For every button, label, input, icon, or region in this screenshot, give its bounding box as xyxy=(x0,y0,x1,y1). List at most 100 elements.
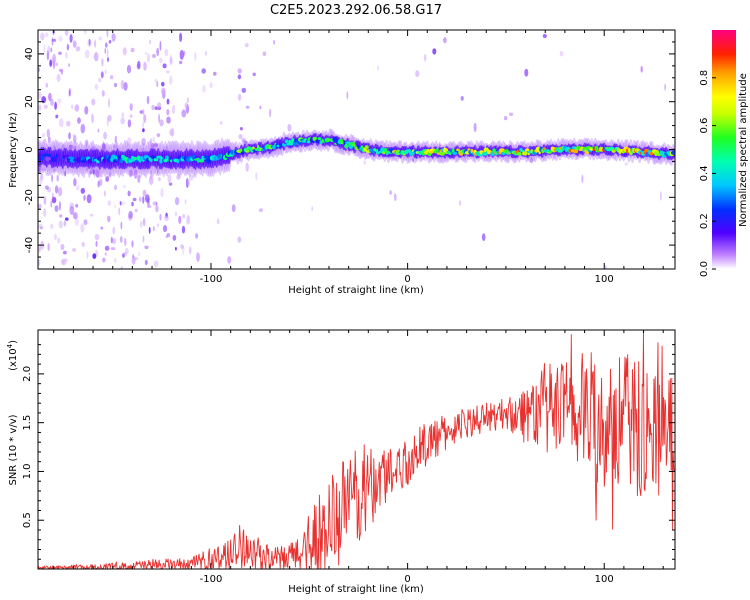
noise-blob xyxy=(87,39,92,48)
noise-blob xyxy=(119,236,123,243)
noise-blob xyxy=(88,38,91,46)
trace-point xyxy=(332,136,339,143)
noise-blob xyxy=(166,98,170,105)
noise-blob xyxy=(227,256,232,264)
trace-point xyxy=(344,143,349,149)
noise-blob xyxy=(157,102,162,109)
noise-blob xyxy=(63,250,67,255)
noise-blob xyxy=(45,185,49,190)
noise-blob xyxy=(165,234,168,239)
noise-blob xyxy=(108,40,112,44)
noise-blob xyxy=(237,236,242,243)
trace-point xyxy=(516,151,522,156)
noise-blob xyxy=(58,220,63,229)
noise-blob xyxy=(55,114,59,119)
noise-blob xyxy=(142,128,145,133)
noise-blob xyxy=(84,49,90,59)
noise-blob xyxy=(118,207,121,216)
noise-blob xyxy=(156,47,160,57)
y-tick-label: 0.5 xyxy=(22,512,33,528)
noise-blob xyxy=(94,83,99,90)
trace-point xyxy=(38,152,42,158)
noise-blob xyxy=(144,245,149,250)
snr-scale-exponent: 4 xyxy=(6,343,14,348)
x-tick-label: 100 xyxy=(595,274,614,285)
noise-blob xyxy=(605,265,607,269)
trace-point xyxy=(470,148,474,154)
noise-blob xyxy=(53,145,56,150)
noise-blob xyxy=(120,117,125,125)
noise-blob xyxy=(165,146,168,151)
noise-blob xyxy=(146,53,150,63)
noise-blob xyxy=(122,47,127,56)
noise-blob xyxy=(90,213,94,217)
trace-point xyxy=(45,156,50,162)
noise-blob xyxy=(46,128,50,138)
noise-blob xyxy=(245,105,250,109)
noise-blob xyxy=(287,124,292,132)
noise-blob xyxy=(41,96,47,104)
noise-blob xyxy=(127,119,132,128)
noise-blob xyxy=(73,178,77,187)
trace-point xyxy=(203,155,210,159)
y-tick-label: 0 xyxy=(24,146,35,152)
noise-blob xyxy=(204,51,207,56)
snr-x-ticks: -100 0 100 xyxy=(53,330,664,585)
noise-blob xyxy=(93,52,99,62)
noise-blob xyxy=(108,98,111,108)
colorbar-tick-label: 0.0 xyxy=(699,261,710,277)
noise-blob xyxy=(412,158,414,163)
noise-blob xyxy=(180,244,184,250)
noise-blob xyxy=(170,54,172,64)
spectrogram-layer xyxy=(38,30,675,269)
noise-blob xyxy=(202,85,207,93)
noise-blob xyxy=(39,176,43,185)
trace-point xyxy=(41,155,45,161)
trace-point xyxy=(380,147,385,153)
noise-blob xyxy=(142,108,145,116)
noise-blob xyxy=(147,205,152,209)
noise-blob xyxy=(91,98,96,106)
snr-layer xyxy=(38,330,675,569)
trace-point xyxy=(55,154,59,158)
noise-blob xyxy=(47,187,51,193)
noise-blob xyxy=(114,184,117,191)
noise-blob xyxy=(159,119,164,127)
colorbar xyxy=(712,30,736,269)
noise-blob xyxy=(252,72,256,77)
noise-blob xyxy=(167,174,172,183)
trace-point xyxy=(428,151,434,154)
noise-blob xyxy=(97,180,100,188)
noise-blob xyxy=(104,245,110,251)
colorbar-tick-label: 0.2 xyxy=(699,213,710,229)
trace-point xyxy=(451,148,455,153)
trace-point xyxy=(283,144,287,147)
trace-point xyxy=(244,149,250,153)
noise-blob xyxy=(219,121,223,125)
noise-blob xyxy=(72,40,77,48)
noise-blob xyxy=(72,134,77,144)
noise-blob xyxy=(72,212,78,220)
trace-point xyxy=(128,159,133,163)
noise-blob xyxy=(172,104,175,115)
noise-blob xyxy=(460,96,464,101)
colorbar-tick-label: 0.6 xyxy=(699,118,710,134)
noise-blob xyxy=(114,204,117,209)
trace-point xyxy=(153,158,159,162)
noise-blob xyxy=(64,30,69,36)
noise-blob xyxy=(58,201,62,211)
noise-blob xyxy=(143,61,147,71)
trace-point xyxy=(504,149,509,153)
noise-blob xyxy=(109,171,111,178)
noise-blob xyxy=(54,101,57,110)
noise-blob xyxy=(179,60,183,65)
noise-blob xyxy=(166,232,171,238)
y-tick-label: 20 xyxy=(24,95,35,108)
noise-blob xyxy=(43,104,48,109)
noise-blob xyxy=(38,104,42,111)
noise-blob xyxy=(94,39,96,48)
noise-blob xyxy=(196,252,200,262)
noise-blob xyxy=(182,245,185,256)
noise-blob xyxy=(107,57,109,62)
noise-blob xyxy=(150,170,153,180)
